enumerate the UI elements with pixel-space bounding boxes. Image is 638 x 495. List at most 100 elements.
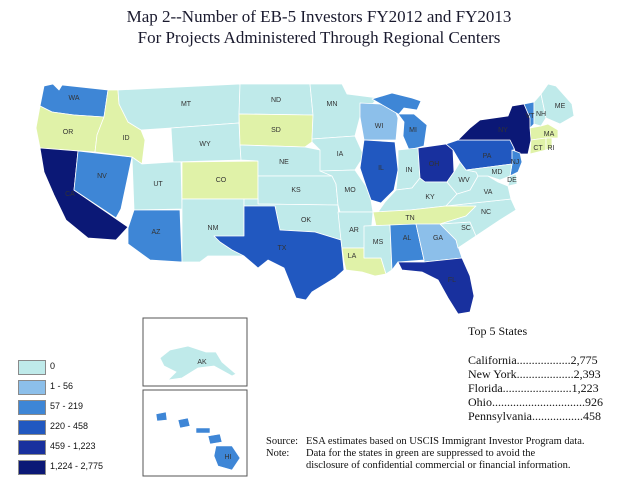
state-FL[interactable] xyxy=(397,257,475,315)
label-NY: NY xyxy=(498,127,508,134)
legend-swatch xyxy=(18,420,46,435)
state-NH[interactable] xyxy=(533,93,547,127)
state-AK[interactable] xyxy=(159,345,237,381)
legend-label: 1 - 56 xyxy=(50,381,74,391)
legend-label: 220 - 458 xyxy=(50,421,89,431)
state-MD[interactable] xyxy=(465,163,513,181)
label-IL: IL xyxy=(378,165,384,172)
label-AR: AR xyxy=(349,227,359,234)
label-MN: MN xyxy=(327,101,338,108)
title-line-1: Map 2--Number of EB-5 Investors FY2012 a… xyxy=(126,7,512,26)
label-MS: MS xyxy=(373,239,384,246)
label-NC: NC xyxy=(481,209,491,216)
state-MT[interactable] xyxy=(117,83,241,131)
legend-swatch xyxy=(18,460,46,475)
label-NE: NE xyxy=(279,159,289,166)
label-NM: NM xyxy=(208,225,219,232)
label-MA: MA xyxy=(544,131,555,138)
note-key: Note: xyxy=(266,448,290,459)
label-SC: SC xyxy=(461,225,471,232)
state-TX[interactable] xyxy=(213,205,345,301)
label-KS: KS xyxy=(291,187,301,194)
label-TX: TX xyxy=(278,245,287,252)
label-SD: SD xyxy=(271,127,281,134)
state-AZ[interactable] xyxy=(127,209,183,263)
top5-row: New York...................2,393 xyxy=(468,367,601,381)
title-line-2: For Projects Administered Through Region… xyxy=(137,28,501,47)
state-HI-big-island[interactable] xyxy=(213,445,241,471)
label-GA: GA xyxy=(433,235,443,242)
label-WA: WA xyxy=(68,95,79,102)
source-key: Source: xyxy=(266,436,299,447)
legend-swatch xyxy=(18,440,46,455)
label-AL: AL xyxy=(403,235,412,242)
label-DE: DE xyxy=(507,177,517,184)
top5-heading: Top 5 States xyxy=(468,324,528,338)
legend-label: 1,224 - 2,775 xyxy=(50,461,104,471)
label-NV: NV xyxy=(97,173,107,180)
label-VA: VA xyxy=(484,189,493,196)
label-UT: UT xyxy=(153,181,163,188)
state-AL[interactable] xyxy=(389,223,425,271)
state-HI-molokai[interactable] xyxy=(195,427,211,434)
source-text: ESA estimates based on USCIS Immigrant I… xyxy=(306,436,585,447)
label-AZ: AZ xyxy=(152,229,162,236)
label-IA: IA xyxy=(337,151,344,158)
top5-row: Pennsylvania.................458 xyxy=(468,409,601,423)
state-HI-kauai[interactable] xyxy=(155,411,168,422)
label-WY: WY xyxy=(199,141,211,148)
legend-label: 459 - 1,223 xyxy=(50,441,96,451)
label-WV: WV xyxy=(458,177,470,184)
legend-swatch xyxy=(18,380,46,395)
label-ID: ID xyxy=(123,135,130,142)
legend-swatch xyxy=(18,360,46,375)
note-line-2: disclosure of confidential commercial or… xyxy=(306,460,571,471)
state-RI[interactable] xyxy=(545,137,553,151)
state-VT[interactable] xyxy=(523,101,535,129)
label-CT: CT xyxy=(533,145,543,152)
label-MO: MO xyxy=(344,187,356,194)
state-ME[interactable] xyxy=(540,83,575,125)
label-TN: TN xyxy=(405,215,414,222)
legend-label: 57 - 219 xyxy=(50,401,84,411)
label-FL: FL xyxy=(448,277,456,284)
top5-row: California..................2,775 xyxy=(468,353,598,367)
state-NC[interactable] xyxy=(439,198,517,237)
state-IL[interactable] xyxy=(359,139,399,204)
label-AK: AK xyxy=(197,359,207,366)
label-ME: ME xyxy=(555,103,566,110)
source-note: Source: ESA estimates based on USCIS Immi… xyxy=(266,436,585,472)
top5-panel: Top 5 States California.................… xyxy=(468,324,628,423)
label-OH: OH xyxy=(429,161,440,168)
label-WI: WI xyxy=(375,123,384,130)
note-line-1: Data for the states in green are suppres… xyxy=(306,448,536,459)
legend-swatch xyxy=(18,400,46,415)
label-PA: PA xyxy=(483,153,492,160)
state-DE[interactable] xyxy=(507,173,518,187)
map-title: Map 2--Number of EB-5 Investors FY2012 a… xyxy=(0,6,638,48)
state-HI-oahu[interactable] xyxy=(177,417,191,429)
label-ND: ND xyxy=(271,97,281,104)
label-HI: HI xyxy=(225,454,232,461)
top5-row: Florida.......................1,223 xyxy=(468,381,599,395)
label-CA: CA xyxy=(65,191,75,198)
label-IN: IN xyxy=(406,167,413,174)
label-NH: NH xyxy=(536,111,546,118)
top5-row: Ohio...............................926 xyxy=(468,395,603,409)
state-MI[interactable] xyxy=(371,92,428,151)
label-OK: OK xyxy=(301,217,311,224)
label-KY: KY xyxy=(425,194,435,201)
label-RI: RI xyxy=(548,145,555,152)
label-MI: MI xyxy=(409,127,417,134)
label-LA: LA xyxy=(348,253,357,260)
state-SD[interactable] xyxy=(238,113,314,148)
label-MT: MT xyxy=(181,101,192,108)
legend-label: 0 xyxy=(50,361,56,371)
label-MD: MD xyxy=(492,169,503,176)
label-CO: CO xyxy=(216,177,227,184)
label-OR: OR xyxy=(63,129,74,136)
label-VT: VT xyxy=(526,113,536,120)
label-NJ: NJ xyxy=(511,159,520,166)
state-HI-maui[interactable] xyxy=(207,433,223,445)
